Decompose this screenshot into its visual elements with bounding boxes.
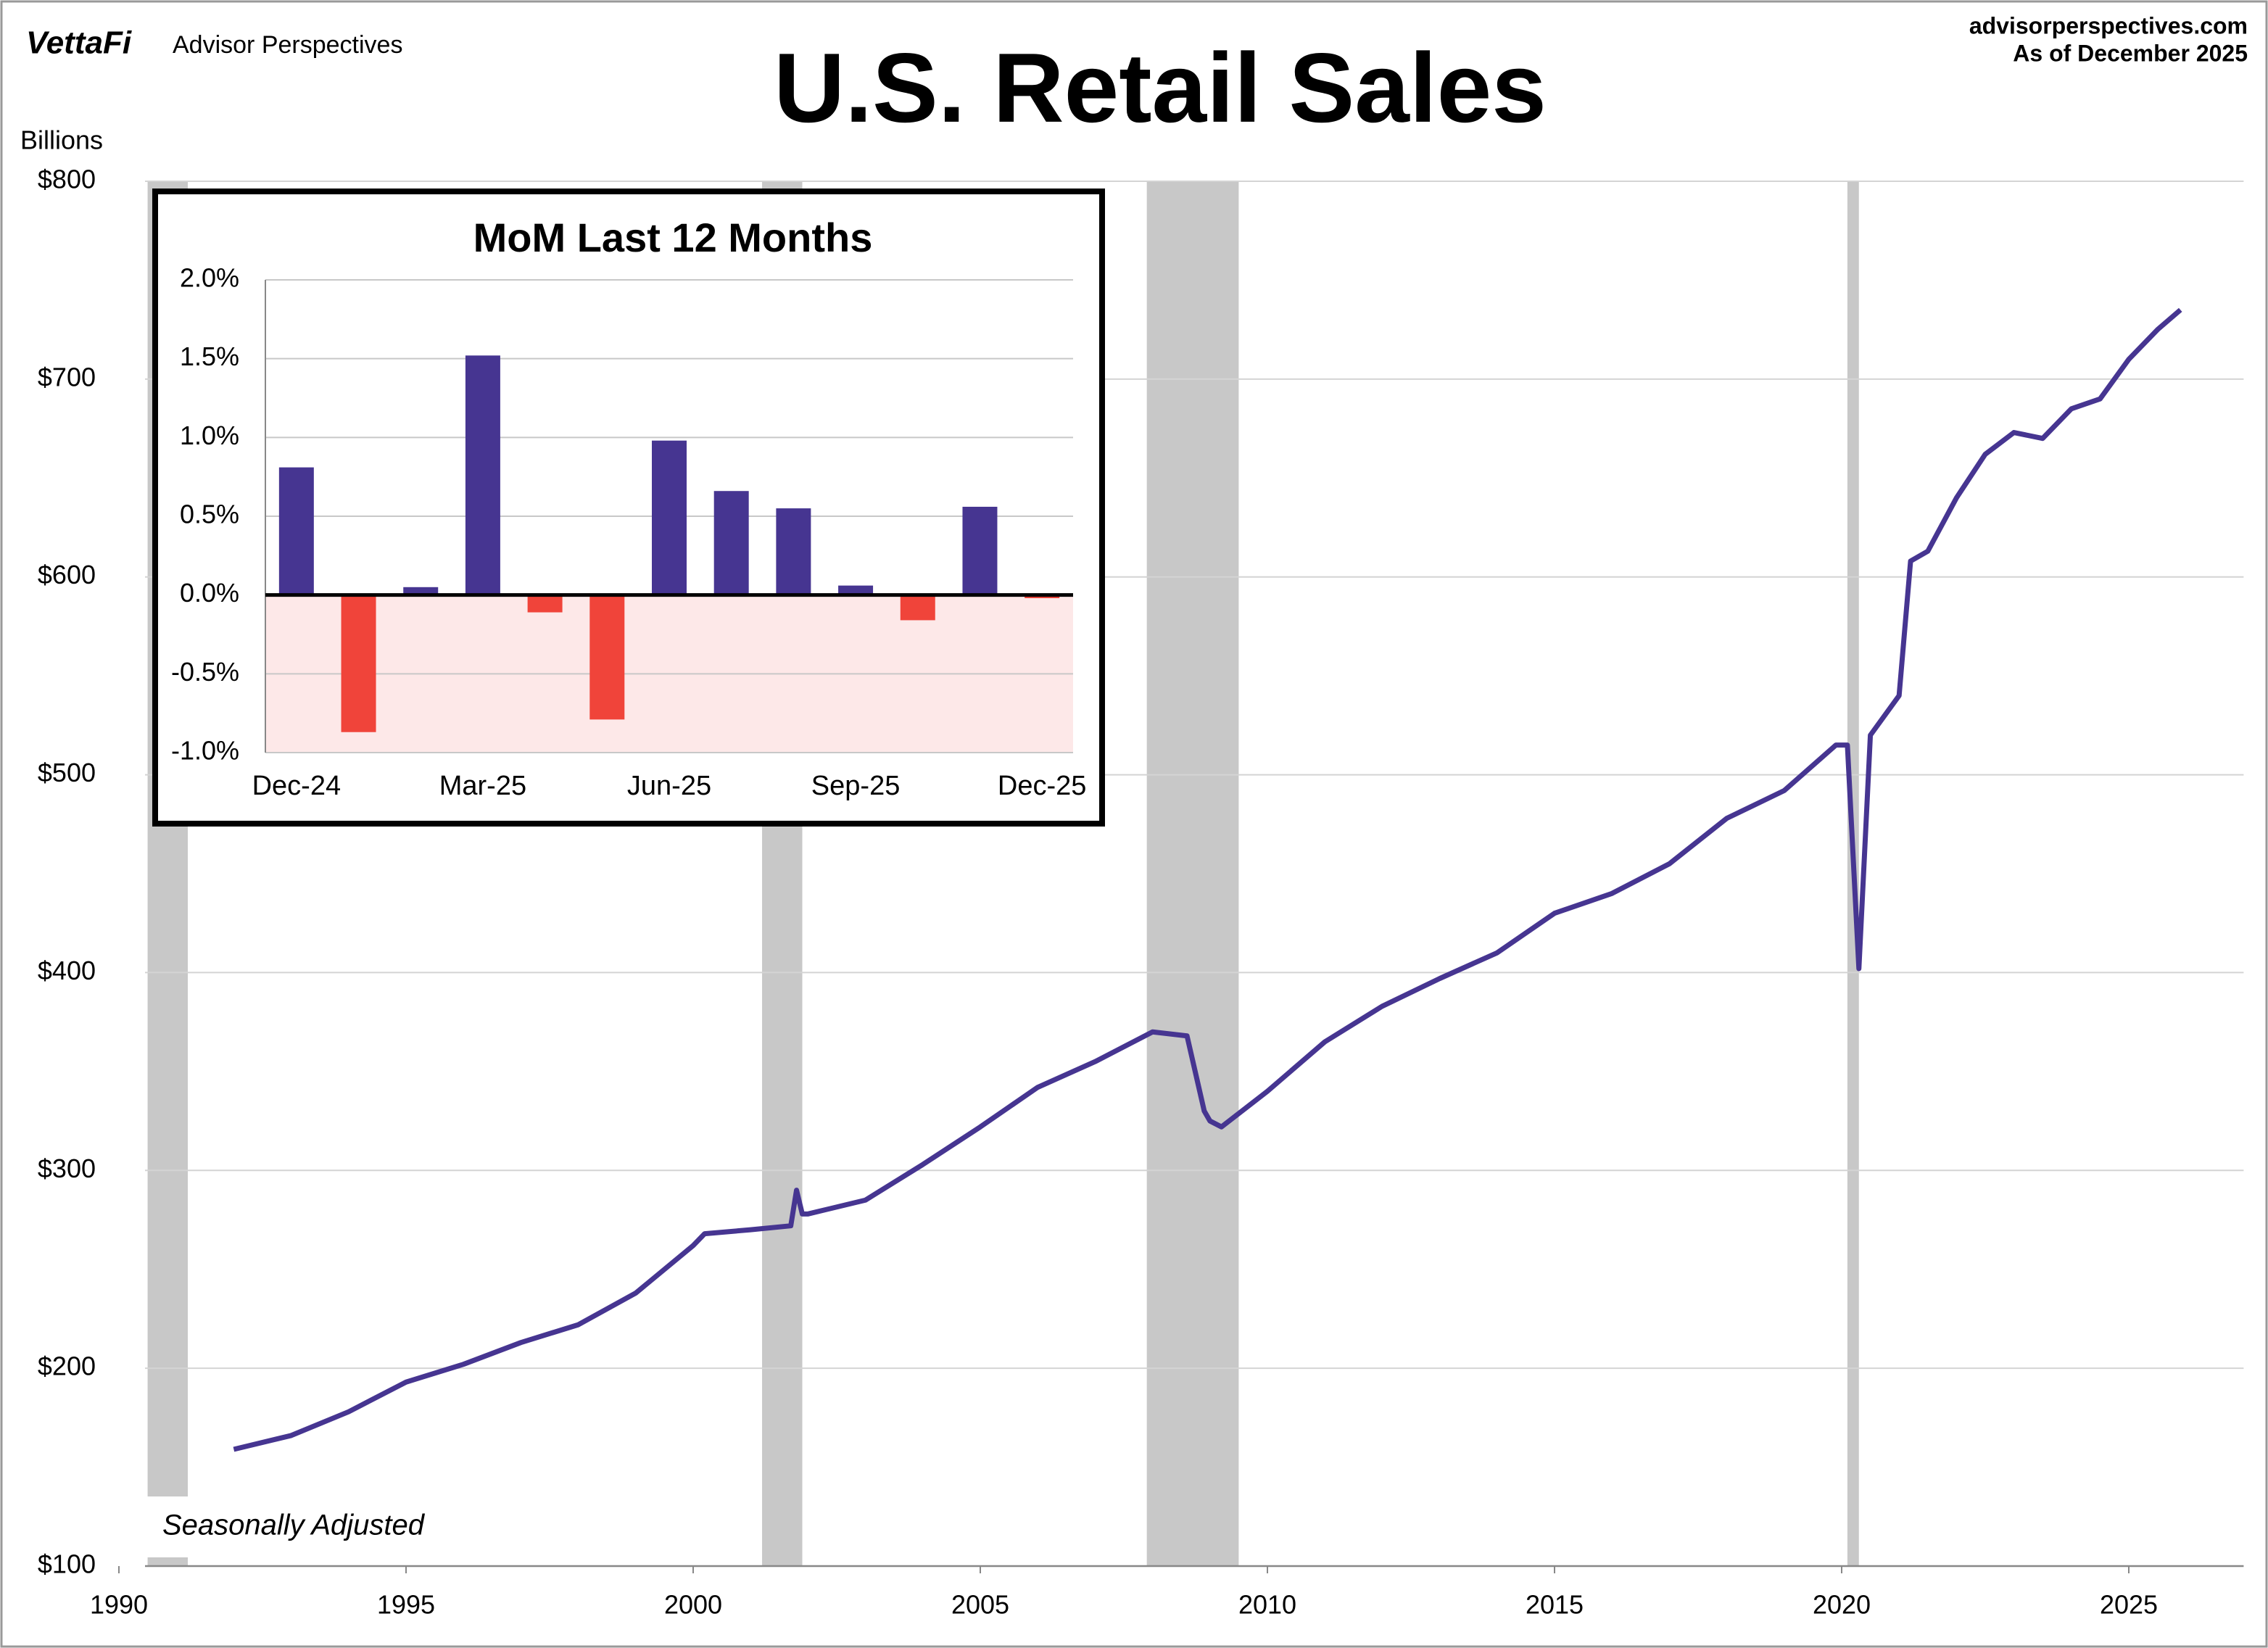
chart-title: U.S. Retail Sales [774,33,1547,143]
y-tick-label: $400 [38,956,96,985]
bar [403,587,439,595]
x-tick-label: 2020 [1813,1590,1871,1620]
recession-band [1146,181,1239,1566]
x-tick-label: 2010 [1238,1590,1296,1620]
y-tick-label: $600 [38,560,96,589]
bar [589,595,625,720]
bar [776,508,811,595]
y-tick-label: $500 [38,758,96,787]
y-tick-label: 1.0% [180,421,239,450]
note-background [145,1496,481,1557]
y-tick-label: 1.5% [180,341,239,371]
x-tick-label: 2005 [951,1590,1009,1620]
x-tick-label: 2000 [664,1590,722,1620]
bar [900,595,935,621]
y-tick-label: 0.0% [180,578,239,608]
y-tick-label: $200 [38,1351,96,1381]
x-tick-label: Dec-25 [998,771,1087,801]
bar [278,467,314,595]
y-tick-label: -0.5% [171,657,239,687]
inset-title: MoM Last 12 Months [473,215,873,260]
bar [838,585,874,595]
x-tick-label: Dec-24 [252,771,342,801]
x-tick-label: Jun-25 [627,771,711,801]
y-axis-label: Billions [20,125,103,155]
y-tick-label: 0.5% [180,500,239,529]
y-tick-label: 2.0% [180,263,239,293]
x-tick-label: 1995 [377,1590,435,1620]
bar [652,440,687,595]
note: Seasonally Adjusted [162,1510,426,1541]
bar [465,355,500,595]
x-tick-label: Mar-25 [439,771,526,801]
bar [713,491,749,595]
publisher: Advisor Perspectives [173,31,402,59]
x-tick-label: Sep-25 [811,771,901,801]
y-tick-label: $700 [38,362,96,392]
bar [527,595,563,613]
source: advisorperspectives.com [1969,12,2248,38]
brand: VettaFi [26,25,132,61]
bar [962,506,998,595]
y-tick-label: $100 [38,1549,96,1579]
y-tick-label: $300 [38,1154,96,1183]
bar [341,595,376,732]
x-tick-label: 1990 [90,1590,148,1620]
date-note: As of December 2025 [2013,40,2248,66]
y-tick-label: -1.0% [171,736,239,766]
x-tick-label: 2015 [1526,1590,1584,1620]
y-tick-label: $800 [38,165,96,194]
data-line [233,307,2182,1452]
x-tick-label: 2025 [2100,1590,2158,1620]
